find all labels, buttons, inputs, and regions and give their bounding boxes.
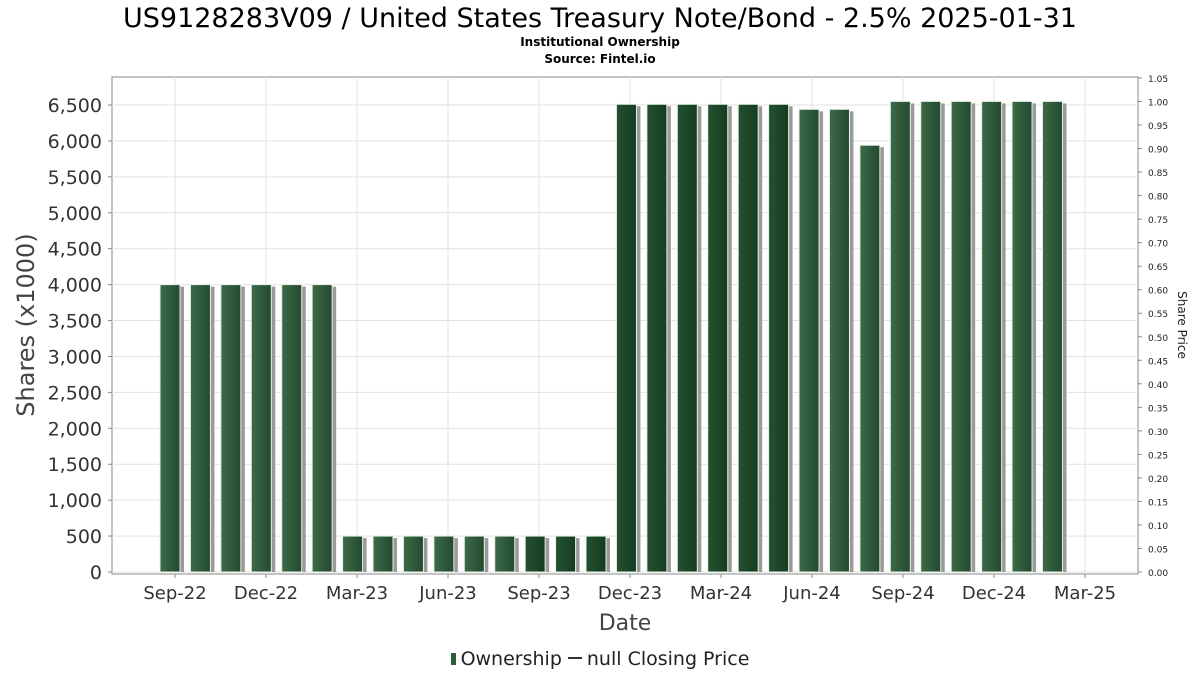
y2-tick-label: 0.45 <box>1148 357 1168 367</box>
ownership-bar <box>798 108 820 573</box>
x-tick-label: Sep-24 <box>871 583 934 604</box>
y2-tick-label: 0.25 <box>1148 451 1168 461</box>
ownership-bar <box>1011 100 1033 573</box>
y-axis-label: Shares (x1000) <box>12 233 40 416</box>
ownership-bar <box>250 284 272 573</box>
x-tick-label: Mar-23 <box>326 583 388 604</box>
ownership-bar <box>1041 100 1063 573</box>
x-tick-label: Jun-23 <box>418 583 477 604</box>
y-tick-label: 5,500 <box>48 167 102 189</box>
y-tick-label: 4,500 <box>48 239 102 261</box>
x-tick-label: Jun-24 <box>782 583 841 604</box>
ownership-bar <box>920 100 942 573</box>
ownership-bar <box>585 535 607 573</box>
ownership-bar <box>494 535 516 573</box>
y-tick-label: 1,000 <box>48 490 102 512</box>
ownership-bar <box>707 103 729 573</box>
ownership-bar <box>768 103 790 573</box>
y2-tick-label: 0.70 <box>1148 240 1168 250</box>
ownership-bar <box>646 103 668 573</box>
y2-tick-label: 0.05 <box>1148 545 1168 555</box>
y-tick-label: 0 <box>90 562 102 584</box>
ownership-bar <box>281 284 303 573</box>
y-tick-label: 2,500 <box>48 382 102 404</box>
ownership-bar <box>676 103 698 573</box>
x-axis: Sep-22 Dec-22 Mar-23 Jun-23 Sep-23 Dec-23 Mar-… <box>143 574 1116 604</box>
x-tick-label: Mar-25 <box>1054 583 1116 604</box>
legend-closing-price: null Closing Price <box>586 648 750 670</box>
y2-tick-label: 0.75 <box>1148 216 1168 226</box>
y-tick-label: 500 <box>66 526 102 548</box>
ownership-bar <box>889 100 911 573</box>
ownership-bar <box>524 535 546 573</box>
y2-tick-label: 0.10 <box>1148 522 1168 532</box>
y2-tick-label: 0.60 <box>1148 287 1168 297</box>
y2-tick-label: 0.50 <box>1148 334 1168 344</box>
ownership-bar <box>189 284 211 573</box>
y2-tick-label: 0.35 <box>1148 404 1168 414</box>
y2-tick-label: 0.00 <box>1148 569 1168 579</box>
x-tick-label: Dec-24 <box>962 583 1026 604</box>
chart-source: Source: Fintel.io <box>544 52 656 66</box>
y2-tick-label: 0.85 <box>1148 169 1168 179</box>
y-tick-label: 5,000 <box>48 203 102 225</box>
ownership-bar <box>828 108 850 573</box>
ownership-bar <box>950 100 972 573</box>
y2-tick-label: 1.00 <box>1148 99 1168 109</box>
ownership-bar <box>463 535 485 573</box>
ownership-bar <box>372 535 394 573</box>
chart-subtitle: Institutional Ownership <box>520 35 680 49</box>
y2-tick-label: 1.05 <box>1148 75 1168 85</box>
x-tick-label: Mar-24 <box>690 583 752 604</box>
ownership-bar <box>311 284 333 573</box>
chart-title: US9128283V09 / United States Treasury No… <box>123 3 1077 34</box>
x-tick-label: Dec-22 <box>234 583 298 604</box>
y2-tick-label: 0.65 <box>1148 263 1168 273</box>
x-tick-label: Sep-23 <box>507 583 570 604</box>
y-tick-label: 6,000 <box>48 131 102 153</box>
ownership-bar <box>342 535 364 573</box>
y2-axis: 0.00 0.05 0.10 0.15 0.20 0.25 0.30 0.35 0.40 0.45… <box>1138 75 1168 579</box>
y2-tick-label: 0.95 <box>1148 122 1168 132</box>
ownership-bar <box>859 144 881 573</box>
ownership-swatch <box>450 653 456 665</box>
y-tick-label: 3,500 <box>48 311 102 333</box>
ownership-bar <box>981 100 1003 573</box>
y2-tick-label: 0.20 <box>1148 475 1168 485</box>
y2-tick-label: 0.80 <box>1148 193 1168 203</box>
ownership-bar <box>615 103 637 573</box>
ownership-bar <box>555 535 577 573</box>
y2-tick-label: 0.90 <box>1148 146 1168 156</box>
y-axis: 0 500 1,000 1,500 2,000 2,500 3,000 3,500 4,000 4… <box>48 95 112 584</box>
y-tick-label: 3,000 <box>48 346 102 368</box>
ownership-bar <box>433 535 455 573</box>
ownership-bar <box>220 284 242 573</box>
y2-tick-label: 0.30 <box>1148 428 1168 438</box>
x-tick-label: Sep-22 <box>143 583 206 604</box>
legend: Ownership null Closing Price <box>0 648 1200 670</box>
y-tick-label: 1,500 <box>48 454 102 476</box>
x-tick-label: Dec-23 <box>598 583 662 604</box>
legend-ownership: Ownership <box>460 648 562 670</box>
closing-price-swatch <box>567 657 582 659</box>
ownership-bar <box>737 103 759 573</box>
y-tick-label: 6,500 <box>48 95 102 117</box>
bars <box>159 100 1067 573</box>
ownership-bar <box>402 535 424 573</box>
y-tick-label: 4,000 <box>48 275 102 297</box>
x-axis-label: Date <box>599 611 652 636</box>
y2-axis-label: Share Price <box>1175 291 1189 359</box>
y-tick-label: 2,000 <box>48 418 102 440</box>
ownership-bar <box>159 284 181 573</box>
y2-tick-label: 0.40 <box>1148 381 1168 391</box>
y2-tick-label: 0.15 <box>1148 498 1168 508</box>
y2-tick-label: 0.55 <box>1148 310 1168 320</box>
